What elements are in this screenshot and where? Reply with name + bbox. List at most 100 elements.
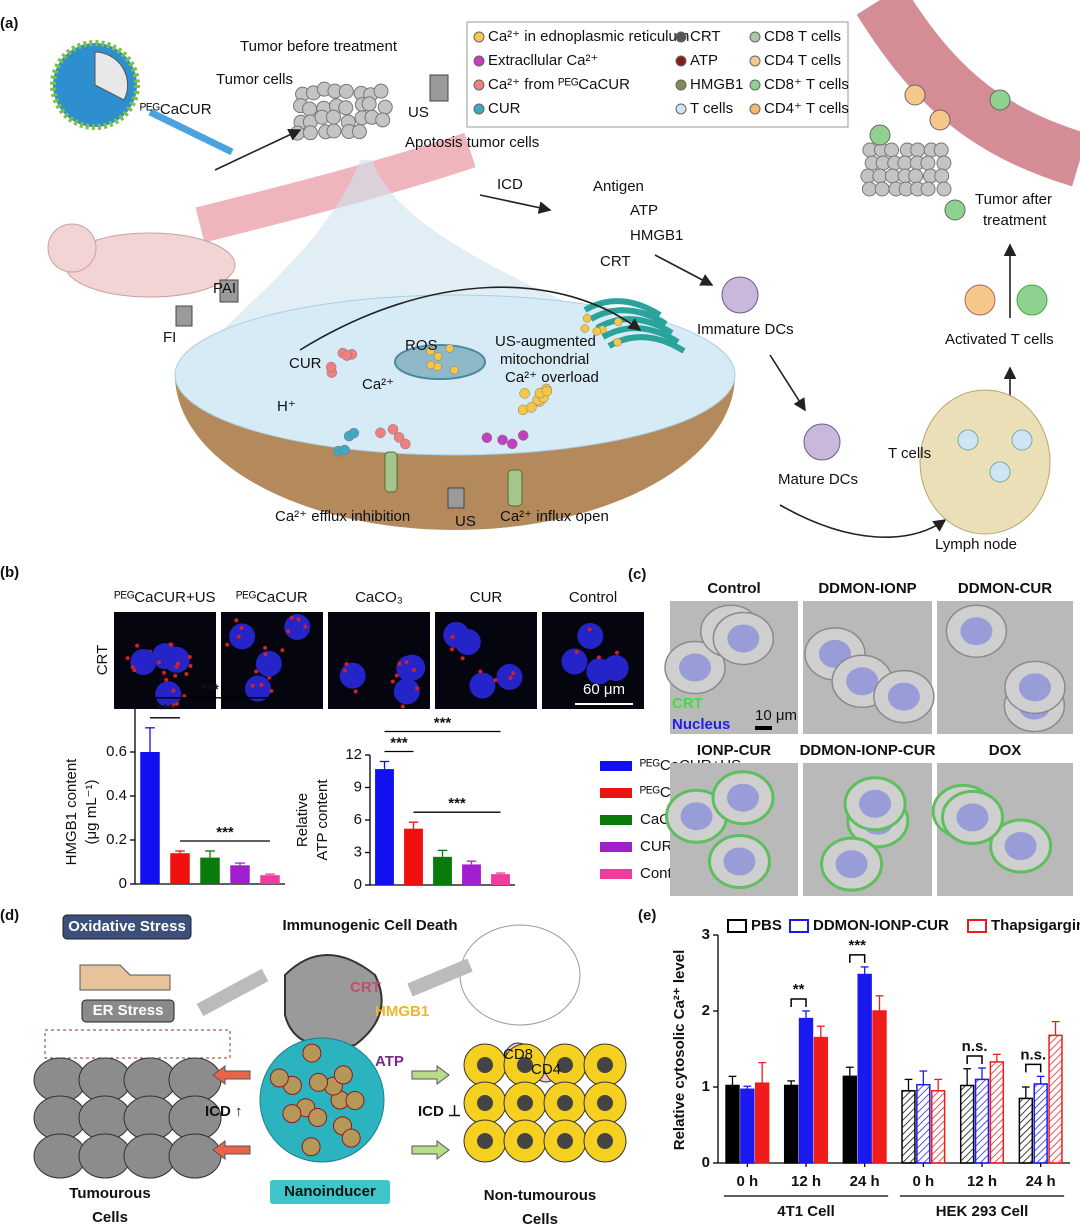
label: Ca²⁺ overload bbox=[505, 369, 599, 386]
crt-signal bbox=[353, 689, 358, 694]
crt-signal bbox=[344, 662, 349, 667]
bar bbox=[1033, 1083, 1048, 1164]
crt-signal bbox=[164, 677, 169, 682]
label: mitochondrial bbox=[500, 351, 589, 368]
nucleus bbox=[454, 629, 481, 656]
tumour-cell bbox=[78, 1133, 132, 1179]
x-tick-label: 12 h bbox=[967, 1173, 997, 1190]
crt-signal bbox=[511, 671, 516, 676]
tumor-cell bbox=[302, 101, 318, 117]
label: H⁺ bbox=[277, 398, 296, 415]
significance-label: n.s. bbox=[1020, 1046, 1046, 1063]
y-tick-label: 6 bbox=[354, 811, 362, 828]
nanoinducer-pore bbox=[302, 1043, 322, 1063]
x-tick-label: 0 h bbox=[912, 1173, 934, 1190]
image-title: ᴾᴱᴳCaCUR+US bbox=[114, 589, 215, 606]
crt-signal bbox=[254, 669, 259, 674]
nucleus bbox=[399, 654, 426, 681]
tumor-cell bbox=[936, 181, 952, 197]
label: US-augmented bbox=[495, 333, 596, 350]
bar bbox=[842, 1075, 858, 1164]
legend-label: CD8⁺ T cells bbox=[764, 76, 849, 93]
panel-label: (d) bbox=[0, 907, 19, 924]
crt-signal bbox=[394, 673, 399, 678]
y-tick-label: 0 bbox=[702, 1154, 710, 1171]
crt-signal bbox=[450, 635, 455, 640]
nanoinducer-box bbox=[270, 1180, 390, 1204]
label: Immature DCs bbox=[697, 321, 794, 338]
panel-title: Immunogenic Cell Death bbox=[282, 917, 457, 934]
nucleus bbox=[255, 650, 282, 677]
crt-signal bbox=[478, 669, 483, 674]
image-title: DDMON-IONP bbox=[818, 580, 916, 597]
crt-signal bbox=[174, 664, 179, 669]
legend-swatch bbox=[967, 919, 987, 933]
y-tick-label: 9 bbox=[354, 778, 362, 795]
arrow bbox=[214, 128, 302, 171]
big-arrow bbox=[196, 968, 269, 1017]
bar bbox=[230, 865, 250, 884]
mouse bbox=[47, 223, 97, 273]
bar bbox=[857, 973, 872, 1164]
label: Ca²⁺ efflux inhibition bbox=[275, 508, 410, 525]
t-cell bbox=[1016, 284, 1048, 316]
healthy-nucleus bbox=[517, 1133, 533, 1149]
t-cell bbox=[1011, 429, 1033, 451]
crt-signal bbox=[397, 661, 402, 666]
crt-signal bbox=[286, 629, 291, 634]
t-cell bbox=[989, 89, 1011, 111]
label: Ca²⁺ influx open bbox=[500, 508, 609, 525]
legend-label: CUR bbox=[640, 838, 673, 855]
nucleus bbox=[469, 672, 496, 699]
ion-dot bbox=[541, 385, 553, 397]
ion-dot bbox=[592, 327, 602, 336]
legend-swatch bbox=[727, 919, 747, 933]
legend-swatch bbox=[600, 869, 632, 879]
nucleus bbox=[586, 658, 613, 685]
y-tick-label: 0 bbox=[119, 875, 127, 892]
x-tick-label: 24 h bbox=[850, 1173, 880, 1190]
arrow bbox=[779, 504, 947, 538]
crt-signal bbox=[263, 645, 268, 650]
healthy-nucleus bbox=[597, 1057, 613, 1073]
legend-label: DDMON-IONP-CUR bbox=[813, 917, 949, 934]
bar bbox=[260, 875, 280, 884]
stain-label: CRT bbox=[672, 695, 703, 712]
bar bbox=[462, 864, 481, 885]
label: ATP bbox=[630, 202, 658, 219]
significance-label: *** bbox=[201, 681, 219, 698]
y-axis-label: (μg mL⁻¹) bbox=[83, 780, 100, 845]
crt-signal bbox=[171, 688, 176, 693]
legend-icon bbox=[473, 103, 485, 115]
nucleus bbox=[887, 682, 920, 711]
label: HMGB1 bbox=[630, 227, 683, 244]
tumour-cell bbox=[168, 1057, 222, 1103]
nucleus bbox=[152, 643, 179, 670]
label: ATP bbox=[375, 1053, 404, 1070]
crt-signal bbox=[174, 701, 179, 706]
legend-label: Ca²⁺ from ᴾᴱᴳCaCUR bbox=[488, 76, 630, 93]
ion-dot bbox=[497, 434, 508, 446]
nucleus bbox=[835, 850, 868, 879]
legend-icon bbox=[749, 55, 761, 67]
nucleus bbox=[680, 802, 713, 831]
legend-label: T cells bbox=[690, 100, 733, 117]
tumour-cell bbox=[33, 1133, 87, 1179]
bar bbox=[375, 769, 394, 885]
label: Tumor cells bbox=[216, 71, 293, 88]
healthy-nucleus bbox=[477, 1057, 493, 1073]
nanoinducer-pore bbox=[333, 1065, 353, 1085]
nucleus bbox=[577, 622, 604, 649]
legend-box bbox=[466, 21, 849, 128]
label: Tumourous bbox=[69, 1185, 150, 1202]
scale-bar-label: 60 μm bbox=[583, 681, 625, 698]
image-title: IONP-CUR bbox=[697, 742, 771, 759]
ion-dot bbox=[450, 365, 459, 375]
y-tick-label: 12 bbox=[345, 746, 362, 763]
tumour-cell bbox=[33, 1057, 87, 1103]
ion-dot bbox=[519, 388, 530, 399]
significance-bracket bbox=[966, 1055, 983, 1064]
crt-signal bbox=[162, 670, 167, 675]
crt-signal bbox=[269, 688, 274, 693]
arrow bbox=[299, 286, 642, 351]
